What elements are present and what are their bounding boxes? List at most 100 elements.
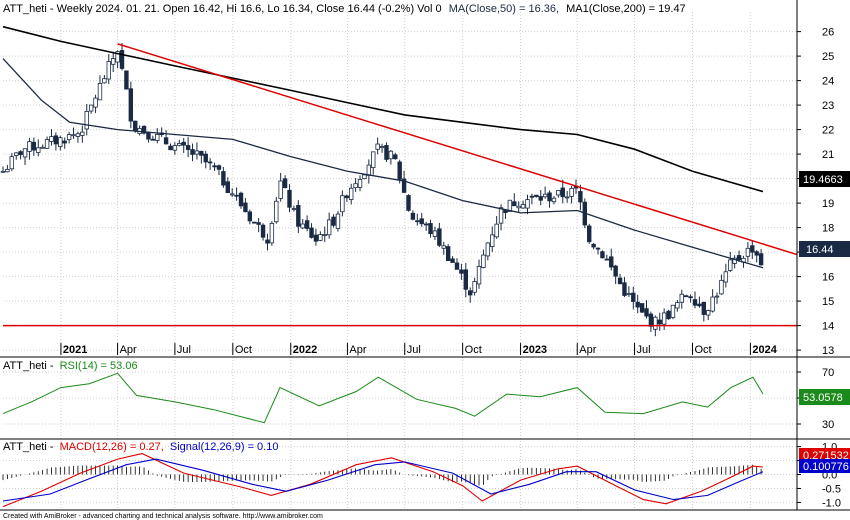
x-tick-label: Oct xyxy=(235,344,252,356)
y-tick-label: 14 xyxy=(822,321,834,333)
candle-body xyxy=(432,230,438,237)
candle-body xyxy=(670,304,676,318)
signal-line xyxy=(2,458,764,502)
y-tick-label: 70 xyxy=(822,367,834,379)
candle-body xyxy=(692,299,698,306)
candle-body xyxy=(604,258,610,261)
candle-body xyxy=(463,269,468,290)
candle-body xyxy=(322,234,327,236)
candle-body xyxy=(675,302,680,309)
candle-body xyxy=(393,154,398,160)
candle-body xyxy=(560,187,565,198)
candle-body xyxy=(326,219,332,236)
candle-body xyxy=(710,296,715,312)
candle-body xyxy=(622,282,627,296)
candle-body xyxy=(344,195,349,199)
macd-legend: MACD(12,26) = 0.27, xyxy=(60,441,164,453)
candle-body xyxy=(31,141,37,151)
candle-body xyxy=(357,179,363,188)
candle-body xyxy=(485,242,491,257)
ma200-value-label: 19.4663 xyxy=(803,174,843,186)
candle-body xyxy=(185,145,191,150)
candle-body xyxy=(666,310,671,320)
candle-body xyxy=(516,205,521,209)
candle-body xyxy=(349,187,354,200)
candle-body xyxy=(459,269,464,274)
candle-body xyxy=(375,143,380,150)
candle-body xyxy=(406,195,411,211)
macd-header-prefix: ATT_heti - xyxy=(3,441,54,453)
candle-body xyxy=(296,205,301,227)
candle-body xyxy=(0,170,6,173)
candle-body xyxy=(388,150,394,160)
candle-body xyxy=(512,201,517,207)
candle-body xyxy=(683,295,689,298)
signal-value-tag: 0.100776 xyxy=(799,459,850,473)
last-close-tag: 16.44 xyxy=(799,241,850,257)
candle-body xyxy=(679,293,684,303)
candle-body xyxy=(5,169,10,173)
candle-body xyxy=(648,313,654,327)
candle-body xyxy=(754,251,759,256)
svg-text:ATT_heti - Weekly 2024. 01. 21: ATT_heti - Weekly 2024. 01. 21. Open 16.… xyxy=(3,3,686,15)
price-header-text: ATT_heti - Weekly 2024. 01. 21. Open 16.… xyxy=(3,3,442,15)
candle-body xyxy=(203,153,208,163)
candle-body xyxy=(732,257,737,264)
candle-body xyxy=(243,202,248,213)
y-tick-label: 24 xyxy=(822,76,834,88)
candle-body xyxy=(410,212,416,220)
candle-body xyxy=(529,195,535,198)
candle-body xyxy=(534,194,539,197)
candle-body xyxy=(750,245,755,253)
candle-body xyxy=(274,200,279,223)
candle-body xyxy=(163,137,169,145)
candle-body xyxy=(291,208,297,210)
candle-body xyxy=(304,220,310,229)
candle-body xyxy=(150,138,156,141)
price-x-axis: 2021 Apr Jul Oct 2022 Apr Jul Oct 2023 Apr Jul Oct 2… xyxy=(60,343,778,356)
candle-body xyxy=(688,296,693,299)
candle-body xyxy=(728,259,733,271)
candle-body xyxy=(88,104,94,112)
y-tick-label: 15 xyxy=(822,296,834,308)
candle-body xyxy=(40,146,45,149)
candle-body xyxy=(313,234,319,242)
svg-text:ATT_heti - MACD(12,26) =: ATT_heti - MACD(12,26) = 0.27, Signal(12… xyxy=(3,441,278,453)
candle-body xyxy=(706,310,711,316)
candle-body xyxy=(556,190,561,196)
y-tick-label: 23 xyxy=(822,100,834,112)
rsi-legend: RSI(14) = 53.06 xyxy=(60,360,138,372)
x-tick-label: Apr xyxy=(349,344,366,356)
last-close-label: 16.44 xyxy=(806,244,834,256)
candle-body xyxy=(476,266,482,285)
resistance-trendline xyxy=(117,43,798,256)
x-tick-label: Jul xyxy=(177,344,191,356)
candle-body xyxy=(520,204,526,209)
candle-body xyxy=(155,134,160,141)
y-tick-label: 13 xyxy=(822,345,834,357)
candle-body xyxy=(468,290,473,296)
candle-body xyxy=(600,251,605,259)
candle-body xyxy=(379,145,385,148)
candle-body xyxy=(318,234,323,241)
candle-body xyxy=(591,243,596,248)
y-tick-label: 30 xyxy=(822,419,834,431)
candle-body xyxy=(58,137,63,147)
candle-body xyxy=(609,256,614,268)
price-plot-area xyxy=(3,12,797,355)
candle-body xyxy=(490,234,495,247)
candle-body xyxy=(234,194,239,197)
x-tick-label: Apr xyxy=(120,344,137,356)
svg-text:ATT_heti - RSI(14) = 53.: ATT_heti - RSI(14) = 53.06 xyxy=(3,360,138,372)
candle-body xyxy=(714,295,720,298)
candle-body xyxy=(494,223,499,238)
rsi-value-tag: 53.0578 xyxy=(799,389,850,405)
candle-body xyxy=(657,319,662,325)
candle-body xyxy=(525,199,530,209)
y-tick-label: 25 xyxy=(822,51,834,63)
candle-body xyxy=(481,254,486,268)
candle-body xyxy=(18,151,23,155)
macd-line xyxy=(2,453,764,508)
candle-body xyxy=(547,192,552,202)
y-tick-label: 18 xyxy=(822,223,834,235)
